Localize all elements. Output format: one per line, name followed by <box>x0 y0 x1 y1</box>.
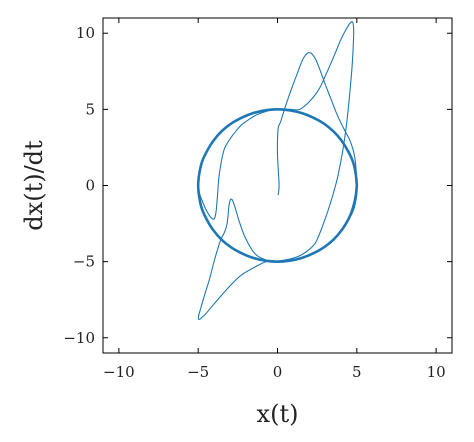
y-tick-label: 5 <box>85 100 95 118</box>
x-tick-label: −10 <box>103 363 135 381</box>
x-tick-label: 10 <box>427 363 446 381</box>
y-axis-title: dx(t)/dt <box>20 140 48 231</box>
y-tick-label: −5 <box>73 253 95 271</box>
x-tick-label: 5 <box>352 363 362 381</box>
trajectory-line <box>197 21 357 321</box>
tick-layer: −10 −5 0 5 10 −10 −5 0 5 10 <box>63 18 452 381</box>
y-tick-label: 10 <box>76 24 95 42</box>
y-tick-label: −10 <box>63 329 95 347</box>
y-tick-label: 0 <box>85 177 95 195</box>
plot-frame <box>102 17 453 354</box>
plot-area <box>196 21 359 321</box>
x-axis-title: x(t) <box>257 400 299 428</box>
x-tick-label: −5 <box>187 363 209 381</box>
x-tick-label: 0 <box>273 363 283 381</box>
